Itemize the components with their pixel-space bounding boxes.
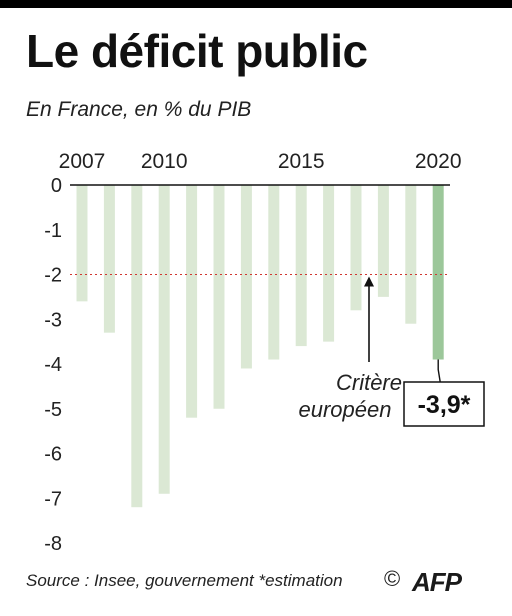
- y-tick-label: -8: [44, 533, 62, 555]
- bar: [377, 185, 389, 297]
- y-tick-label: -7: [44, 488, 62, 510]
- copyright-symbol: ©: [384, 566, 401, 591]
- highlight-connector: [437, 359, 441, 383]
- bar: [295, 185, 307, 347]
- afp-logo: AFP: [412, 567, 462, 597]
- top-rule: [0, 0, 512, 8]
- y-tick-label: -5: [44, 399, 62, 421]
- bar: [268, 185, 280, 360]
- bar: [405, 185, 417, 324]
- y-tick-label: -2: [44, 265, 62, 287]
- x-tick-label: 2020: [415, 150, 462, 173]
- y-tick-label: 0: [51, 175, 62, 197]
- y-tick-label: -4: [44, 354, 62, 376]
- y-tick-label: -3: [44, 309, 62, 331]
- reference-label-line2: européen: [299, 397, 392, 422]
- bar: [186, 185, 198, 418]
- bar: [131, 185, 143, 508]
- y-tick-label: -1: [44, 220, 62, 242]
- x-tick-label: 2007: [59, 150, 106, 173]
- highlight-label-box: [403, 381, 485, 427]
- x-tick-label: 2015: [278, 150, 325, 173]
- reference-arrow-head: [364, 276, 374, 287]
- chart-title: Le déficit public: [26, 25, 368, 77]
- bar: [323, 185, 335, 342]
- highlight-label: -3,9*: [418, 391, 471, 419]
- y-tick-label: -6: [44, 444, 62, 466]
- bar: [158, 185, 170, 494]
- source-note: Source : Insee, gouvernement *estimation: [26, 571, 343, 590]
- bar: [103, 185, 115, 333]
- x-tick-label: 2010: [141, 150, 188, 173]
- bar: [240, 185, 252, 369]
- bar: [76, 185, 88, 302]
- chart-subtitle: En France, en % du PIB: [26, 98, 252, 121]
- bar-highlight: [432, 185, 444, 360]
- reference-label-line1: Critère: [336, 370, 402, 395]
- bar: [213, 185, 225, 409]
- bar: [350, 185, 362, 311]
